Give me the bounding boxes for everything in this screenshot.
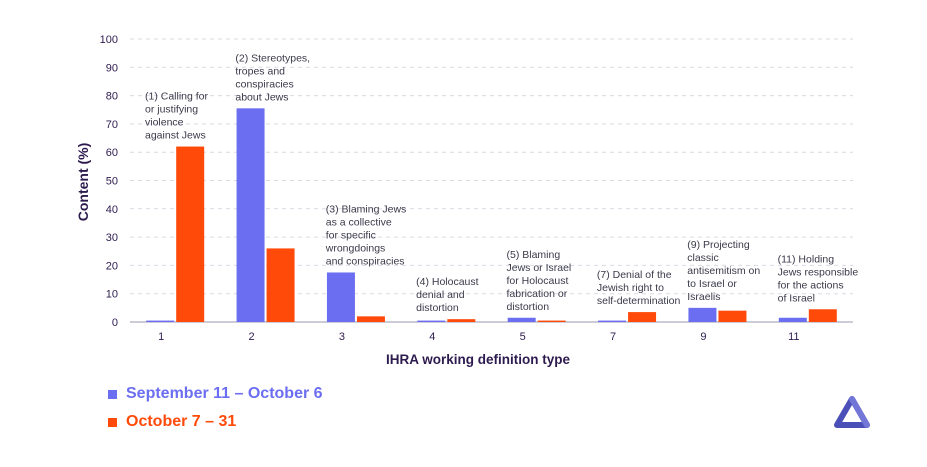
bar-series-2-cat-4 — [447, 319, 476, 322]
category-annotations: (1) Calling for or justifying violence agai… — [145, 52, 858, 314]
annotation-line: self-determination — [597, 295, 681, 307]
category-annotation: (9) Projecting classic antisemitism on to I… — [687, 239, 760, 303]
annotation-line: for specific — [326, 229, 376, 241]
y-tick-label: 30 — [106, 232, 118, 244]
x-tick-label: 2 — [249, 331, 255, 343]
annotation-line: about Jews — [235, 91, 288, 103]
annotation-line: Jews responsible — [778, 266, 859, 278]
bars — [146, 108, 837, 323]
annotation-line: (3) Blaming Jews — [326, 203, 407, 215]
annotation-line: Israelis — [687, 291, 720, 303]
annotation-line: classic — [687, 252, 719, 264]
bar-series-2-cat-5 — [537, 320, 566, 322]
annotation-line: (5) Blaming — [507, 249, 561, 261]
legend-label-series-2: October 7 – 31 — [126, 413, 237, 430]
annotation-line: and conspiracies — [326, 255, 405, 267]
legend-item-series-2: October 7 – 31 — [108, 408, 323, 436]
annotation-line: (2) Stereotypes, — [235, 52, 310, 64]
bar-series-2-cat-9 — [718, 310, 747, 322]
y-tick-label: 40 — [106, 204, 118, 216]
annotation-line: fabrication or — [507, 288, 568, 300]
category-annotation: (1) Calling for or justifying violence agai… — [145, 91, 209, 142]
x-tick-label: 11 — [788, 331, 799, 343]
x-tick-label: 4 — [429, 331, 435, 343]
x-tick-labels: 1 2 3 4 5 7 9 11 — [158, 331, 799, 343]
bar-series-1-cat-5 — [507, 317, 536, 322]
annotation-line: (1) Calling for — [145, 91, 209, 103]
annotation-line: violence — [145, 117, 184, 129]
category-annotation: (3) Blaming Jews as a collective for speci… — [325, 203, 407, 267]
bar-series-1-cat-3 — [326, 272, 355, 322]
y-tick-label: 90 — [106, 62, 118, 74]
annotation-line: for Holocaust — [507, 275, 569, 287]
y-tick-label: 20 — [106, 260, 118, 272]
legend-swatch-series-2 — [108, 417, 117, 427]
bar-series-2-cat-2 — [266, 248, 295, 322]
annotation-line: of Israel — [778, 292, 815, 304]
annotation-line: (9) Projecting — [687, 239, 750, 251]
y-tick-label: 10 — [106, 289, 118, 301]
x-tick-label: 5 — [520, 331, 526, 343]
bar-series-2-cat-3 — [356, 316, 385, 322]
legend-swatch-series-1 — [108, 389, 117, 399]
bar-series-1-cat-11 — [778, 317, 807, 322]
bar-series-1-cat-2 — [236, 108, 265, 323]
x-tick-label: 7 — [610, 331, 616, 343]
bar-series-1-cat-9 — [688, 307, 717, 322]
bar-series-2-cat-11 — [808, 309, 837, 322]
x-axis-label: IHRA working definition type — [386, 352, 570, 367]
category-annotation: (7) Denial of the Jewish right to self-det… — [597, 269, 681, 307]
x-tick-label: 3 — [339, 331, 345, 343]
triangle-logo-icon — [832, 394, 872, 432]
annotation-line: tropes and — [235, 65, 285, 77]
annotation-line: (4) Holocaust — [416, 276, 479, 288]
legend-item-series-1: September 11 – October 6 — [108, 380, 323, 408]
category-annotation: (5) Blaming Jews or Israel for Holocaust fa… — [507, 249, 572, 313]
y-tick-label: 50 — [106, 176, 118, 188]
bar-series-2-cat-7 — [628, 312, 657, 322]
annotation-line: conspiracies — [235, 78, 293, 90]
bar-series-1-cat-4 — [417, 320, 446, 322]
annotation-line: Jews or Israel — [507, 262, 572, 274]
annotation-line: (11) Holding — [778, 253, 835, 265]
annotation-line: against Jews — [145, 130, 206, 142]
category-annotation: (11) Holding Jews responsible for the acti… — [778, 253, 859, 304]
annotation-line: or justifying — [145, 104, 198, 116]
annotation-line: as a collective — [326, 216, 392, 228]
y-tick-labels: 0 10 20 30 40 50 60 70 80 90 100 — [100, 34, 118, 329]
annotation-line: wrongdoings — [325, 242, 386, 254]
y-tick-label: 60 — [106, 147, 118, 159]
annotation-line: Jewish right to — [597, 282, 664, 294]
bar-series-2-cat-1 — [176, 146, 205, 322]
category-annotation: (4) Holocaust denial and distortion — [416, 276, 479, 314]
legend: September 11 – October 6 October 7 – 31 — [108, 380, 323, 436]
annotation-line: to Israel or — [687, 278, 737, 290]
x-tick-label: 9 — [700, 331, 706, 343]
annotation-line: distortion — [507, 301, 550, 313]
annotation-line: denial and — [416, 289, 465, 301]
annotation-line: antisemitism on — [687, 265, 760, 277]
annotation-line: (7) Denial of the — [597, 269, 672, 281]
bar-series-1-cat-7 — [598, 320, 627, 322]
y-tick-label: 70 — [106, 119, 118, 131]
legend-label-series-1: September 11 – October 6 — [126, 385, 323, 402]
category-annotation: (2) Stereotypes, tropes and conspiracies ab… — [235, 52, 310, 103]
y-axis-label: Content (%) — [75, 143, 91, 222]
annotation-line: for the actions — [778, 279, 844, 291]
y-tick-label: 80 — [106, 91, 118, 103]
y-tick-label: 100 — [100, 34, 118, 46]
annotation-line: distortion — [416, 302, 459, 314]
y-tick-label: 0 — [112, 317, 118, 329]
bar-series-1-cat-1 — [146, 320, 175, 322]
x-tick-label: 1 — [158, 331, 164, 343]
